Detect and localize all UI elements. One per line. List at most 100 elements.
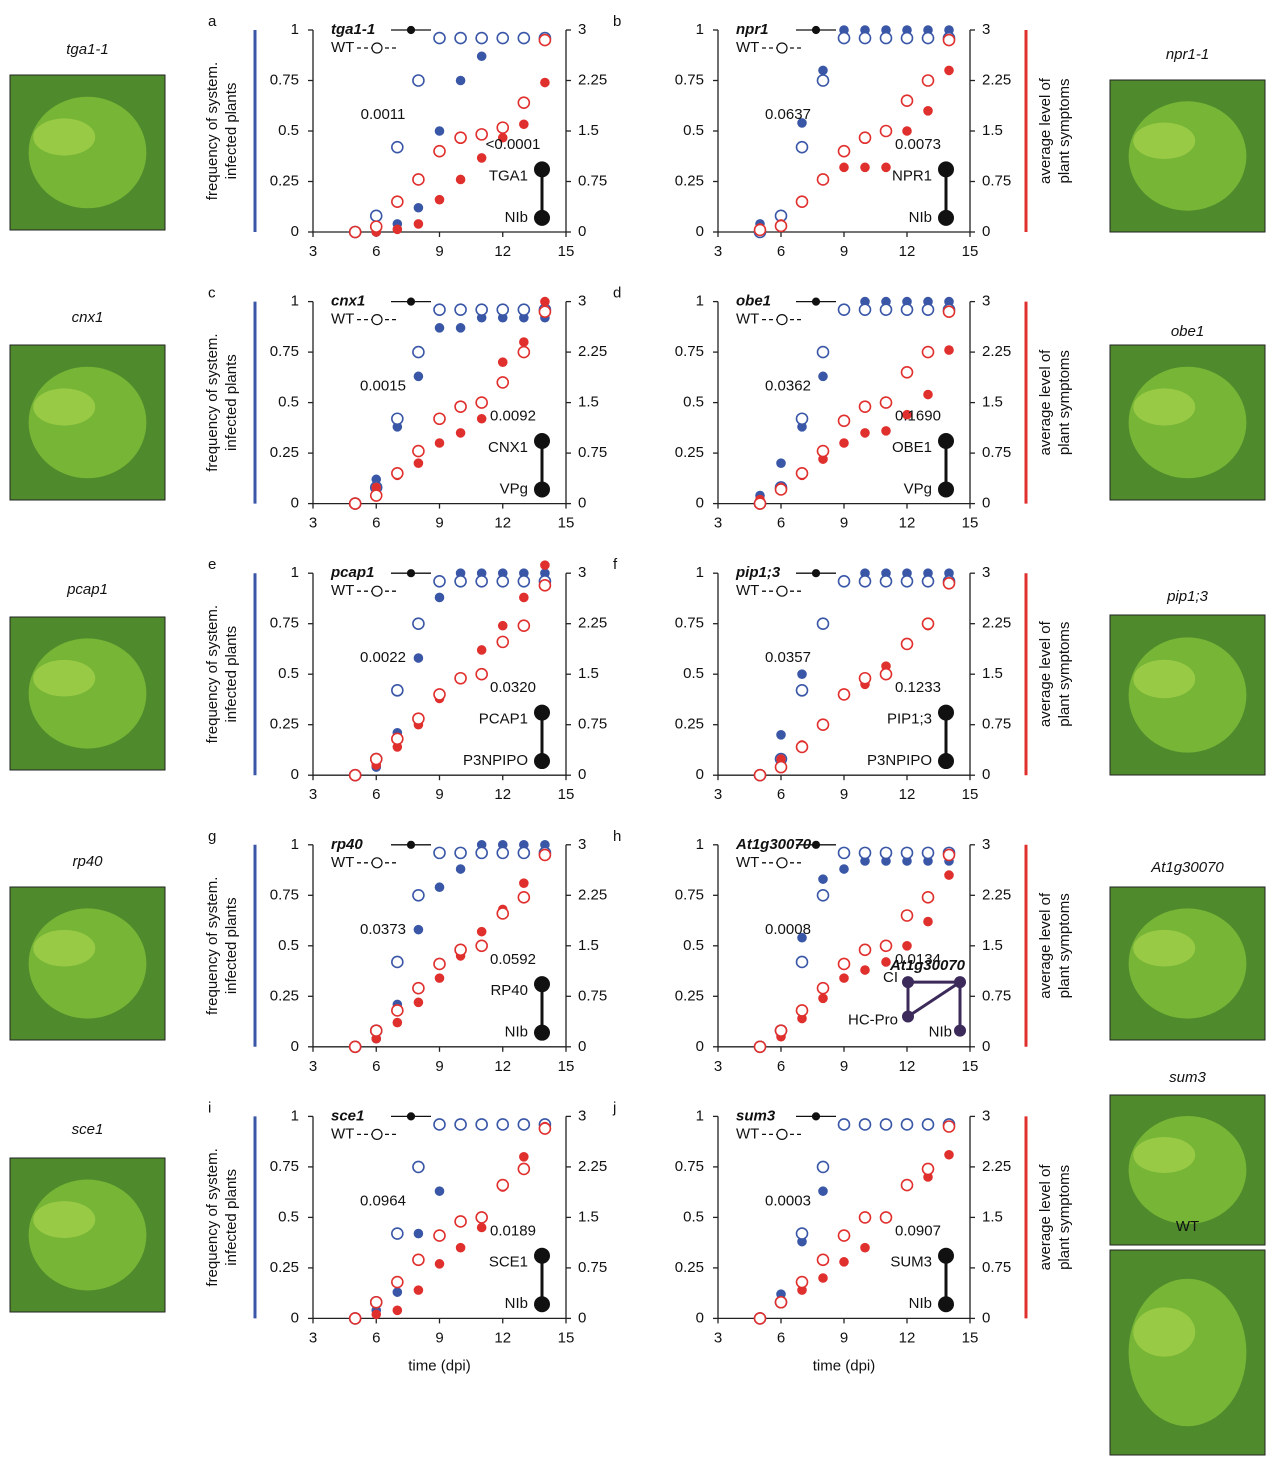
interaction-label: P3NPIPO xyxy=(867,752,932,769)
data-point xyxy=(879,846,893,860)
data-point xyxy=(476,645,487,655)
y-tick-label: 0.75 xyxy=(675,1158,704,1175)
x-tick-label: 6 xyxy=(777,786,785,803)
legend-label: WT xyxy=(736,854,759,871)
y2-tick-label: 0 xyxy=(578,1309,586,1326)
x-tick-label: 3 xyxy=(309,243,317,260)
data-point xyxy=(497,620,508,631)
p-value: 0.0073 xyxy=(895,136,941,153)
y2-tick-label: 1.5 xyxy=(982,665,1003,682)
data-point xyxy=(837,144,851,158)
x-tick-label: 9 xyxy=(840,786,848,803)
data-point xyxy=(434,973,445,983)
y2-tick-label: 0.75 xyxy=(982,172,1011,189)
x-tick-label: 6 xyxy=(372,243,380,260)
data-point xyxy=(348,1312,362,1325)
y2-tick-label: 0 xyxy=(578,766,586,783)
data-point xyxy=(433,31,446,45)
data-point xyxy=(412,1160,425,1174)
data-point xyxy=(496,1118,510,1131)
legend-label: rp40 xyxy=(331,836,363,853)
plant-leaf xyxy=(1133,122,1196,160)
data-point xyxy=(433,1229,446,1242)
data-point xyxy=(434,1186,445,1196)
interaction-label: NIb xyxy=(505,1024,528,1041)
data-point xyxy=(433,303,446,316)
y-tick-label: 0.5 xyxy=(278,394,299,411)
data-point xyxy=(496,31,510,45)
y-tick-label: 1 xyxy=(291,836,299,853)
legend-label: sce1 xyxy=(331,1107,364,1124)
data-point xyxy=(816,74,830,87)
y-tick-label: 0.25 xyxy=(270,987,299,1004)
y2-tick-label: 1.5 xyxy=(578,665,599,682)
data-point xyxy=(776,729,786,740)
data-point xyxy=(455,75,466,86)
data-point xyxy=(496,303,510,316)
y2-tick-label: 1.5 xyxy=(982,394,1003,411)
data-point xyxy=(923,916,933,927)
data-point xyxy=(816,1253,830,1267)
data-point xyxy=(413,458,424,469)
interaction-node xyxy=(534,209,550,226)
x-tick-label: 12 xyxy=(899,786,916,803)
y2-tick-label: 0 xyxy=(982,1309,990,1326)
x-tick-label: 6 xyxy=(372,1058,380,1075)
plant-rosette xyxy=(28,366,147,479)
y-tick-label: 0 xyxy=(291,495,299,512)
interaction-link xyxy=(907,980,961,1018)
data-point xyxy=(774,219,788,233)
data-point xyxy=(413,1285,424,1295)
plant-leaf xyxy=(1133,929,1196,967)
data-point xyxy=(391,684,404,697)
y2-tick-label: 0 xyxy=(578,495,586,512)
y-tick-label: 0.25 xyxy=(675,444,704,461)
data-point xyxy=(433,412,446,426)
data-point xyxy=(413,219,424,229)
x-tick-label: 6 xyxy=(372,515,380,532)
data-point xyxy=(818,371,828,382)
data-point xyxy=(860,965,870,975)
y2-tick-label: 2.25 xyxy=(578,1158,607,1175)
data-point xyxy=(900,637,914,651)
data-point xyxy=(517,1162,531,1176)
data-point xyxy=(413,924,424,935)
legend-label: pip1;3 xyxy=(735,564,781,581)
data-point xyxy=(921,345,935,359)
data-point xyxy=(434,438,445,448)
data-point xyxy=(858,846,872,860)
interaction-node xyxy=(954,976,966,989)
legend-marker xyxy=(776,857,788,869)
y2-axis-title: average level of xyxy=(1037,892,1054,999)
x-tick-label: 12 xyxy=(494,515,511,532)
data-point xyxy=(879,31,893,45)
data-point xyxy=(816,173,830,186)
x-tick-label: 12 xyxy=(899,515,916,532)
legend-label: WT xyxy=(331,582,354,599)
y2-axis-title: average level of xyxy=(1037,77,1054,184)
data-point xyxy=(454,1215,467,1228)
interaction-node xyxy=(938,209,954,226)
data-point xyxy=(818,874,828,884)
y2-tick-label: 2.25 xyxy=(982,886,1011,903)
y2-axis-title: plant symptoms xyxy=(1056,350,1073,455)
data-point xyxy=(476,153,487,163)
y-axis-title: infected plants xyxy=(223,1169,240,1266)
photo-label: pip1;3 xyxy=(1166,588,1209,605)
data-point xyxy=(900,94,914,107)
data-point xyxy=(881,426,891,436)
data-point xyxy=(540,560,550,570)
y2-axis-title: average level of xyxy=(1037,620,1054,727)
p-value: 0.0320 xyxy=(490,679,536,696)
interaction-node xyxy=(954,1024,966,1037)
data-point xyxy=(900,1178,914,1192)
y2-tick-label: 0 xyxy=(982,223,990,240)
y2-axis-title: plant symptoms xyxy=(1056,622,1073,727)
data-point xyxy=(413,653,424,663)
x-tick-label: 6 xyxy=(372,786,380,803)
data-point xyxy=(902,409,912,420)
data-point xyxy=(391,195,404,208)
data-point xyxy=(434,1259,445,1269)
data-point xyxy=(540,296,550,307)
